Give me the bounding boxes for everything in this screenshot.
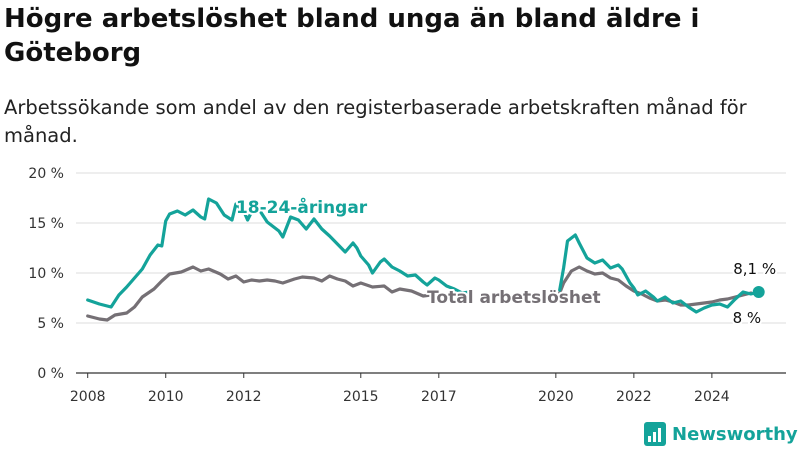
series-labels: 18-24-åringar Total arbetslöshet 8,1 % 8 % xyxy=(234,194,778,329)
x-tick-label-2020: 2020 xyxy=(538,389,574,405)
bar-chart-icon xyxy=(644,422,666,446)
x-tick-label-2008: 2008 xyxy=(70,389,106,405)
series-line-18-24-ringar-2 xyxy=(558,233,761,314)
series-line-total-arbetsl-shet-1 xyxy=(86,265,472,322)
y-tick-label-20: 20 % xyxy=(28,166,64,182)
x-tick-label-2012: 2012 xyxy=(226,389,262,405)
series-line-18-24-ringar-1 xyxy=(86,197,472,309)
end-label-total-arbetsl-shet: 8 % xyxy=(733,309,762,327)
x-tick-label-2017: 2017 xyxy=(421,389,457,405)
chart-title: Högre arbetslöshet bland unga än bland ä… xyxy=(4,4,700,68)
x-tick-label-2010: 2010 xyxy=(148,389,184,405)
end-label-18-24-ringar: 8,1 % xyxy=(733,260,776,278)
y-tick-label-15: 15 % xyxy=(28,216,64,232)
y-tick-label-10: 10 % xyxy=(28,266,64,282)
series-label-18-24-ringar: 18-24-åringar xyxy=(236,196,368,218)
gridlines xyxy=(76,172,786,374)
chart-subtitle: Arbetssökande som andel av den registerb… xyxy=(4,96,747,147)
series-lines xyxy=(86,197,761,322)
series-line-total-arbetsl-shet-2 xyxy=(558,265,753,307)
x-axis: 2008 2010 2012 2015 2017 2020 2022 2024 xyxy=(70,373,730,405)
x-tick-label-2015: 2015 xyxy=(343,389,379,405)
newsworthy-logo: Newsworthy xyxy=(644,420,798,448)
y-axis: 0 % 5 % 10 % 15 % 20 % xyxy=(28,166,64,382)
y-tick-label-5: 5 % xyxy=(37,316,64,332)
end-point-18-24-ringar xyxy=(752,286,765,298)
brand-name: Newsworthy xyxy=(672,423,798,445)
x-tick-label-2024: 2024 xyxy=(694,389,730,405)
x-tick-label-2022: 2022 xyxy=(616,389,652,405)
y-tick-label-0: 0 % xyxy=(37,366,64,382)
series-label-total-arbetsl-shet: Total arbetslöshet xyxy=(427,288,601,308)
